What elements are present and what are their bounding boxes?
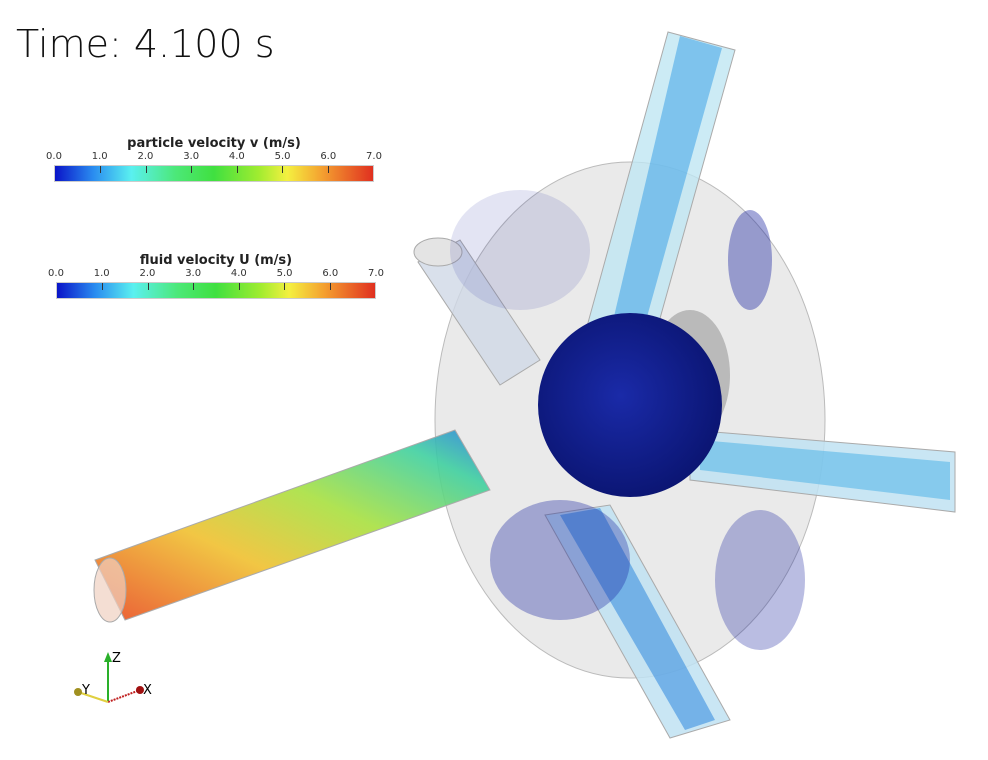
time-annotation: Time: 4.100 s <box>16 22 275 66</box>
right-pipe <box>689 429 956 513</box>
colorbar-title: fluid velocity U (m/s) <box>139 253 293 268</box>
tick-label: 4.0 <box>230 268 247 279</box>
tick-label: 6.0 <box>320 151 337 162</box>
y-axis-label: Y <box>81 683 90 698</box>
tick-label: 4.0 <box>228 151 245 162</box>
tick-label: 5.0 <box>276 268 293 279</box>
tick-label: 0.0 <box>46 151 62 162</box>
fluid-velocity-colorbar: fluid velocity U (m/s) 0.0 1.0 2.0 3.0 4… <box>48 253 384 299</box>
colorbar-ticks: 0.0 1.0 2.0 3.0 4.0 5.0 6.0 7.0 <box>46 151 382 165</box>
axes-triad: Z X Y <box>74 651 152 703</box>
colorbar-ticks: 0.0 1.0 2.0 3.0 4.0 5.0 6.0 7.0 <box>48 268 384 282</box>
central-sphere <box>538 310 730 497</box>
tick-label: 1.0 <box>93 268 110 279</box>
x-axis-label: X <box>143 683 152 698</box>
tick-label: 2.0 <box>139 268 156 279</box>
tick-label: 1.0 <box>91 151 108 162</box>
bottom-pipe <box>544 504 731 739</box>
colorbar-gradient <box>56 282 376 299</box>
tick-label: 3.0 <box>185 268 202 279</box>
tick-label: 5.0 <box>274 151 291 162</box>
particle-velocity-colorbar: particle velocity v (m/s) 0.0 1.0 2.0 3.… <box>46 136 382 182</box>
tick-label: 6.0 <box>322 268 339 279</box>
z-axis-label: Z <box>112 651 121 666</box>
colorbar-title: particle velocity v (m/s) <box>127 136 301 151</box>
tick-label: 3.0 <box>183 151 200 162</box>
x-axis-arrow <box>107 689 141 703</box>
tick-label: 7.0 <box>368 268 384 279</box>
colorbar-gradient <box>54 165 374 182</box>
y-axis-arrow <box>77 691 109 703</box>
upper-left-pipe <box>413 237 541 386</box>
left-inlet-pipe <box>93 429 491 623</box>
tick-label: 2.0 <box>137 151 154 162</box>
particle-cloud <box>450 190 805 650</box>
tick-label: 7.0 <box>366 151 382 162</box>
tick-label: 0.0 <box>48 268 64 279</box>
